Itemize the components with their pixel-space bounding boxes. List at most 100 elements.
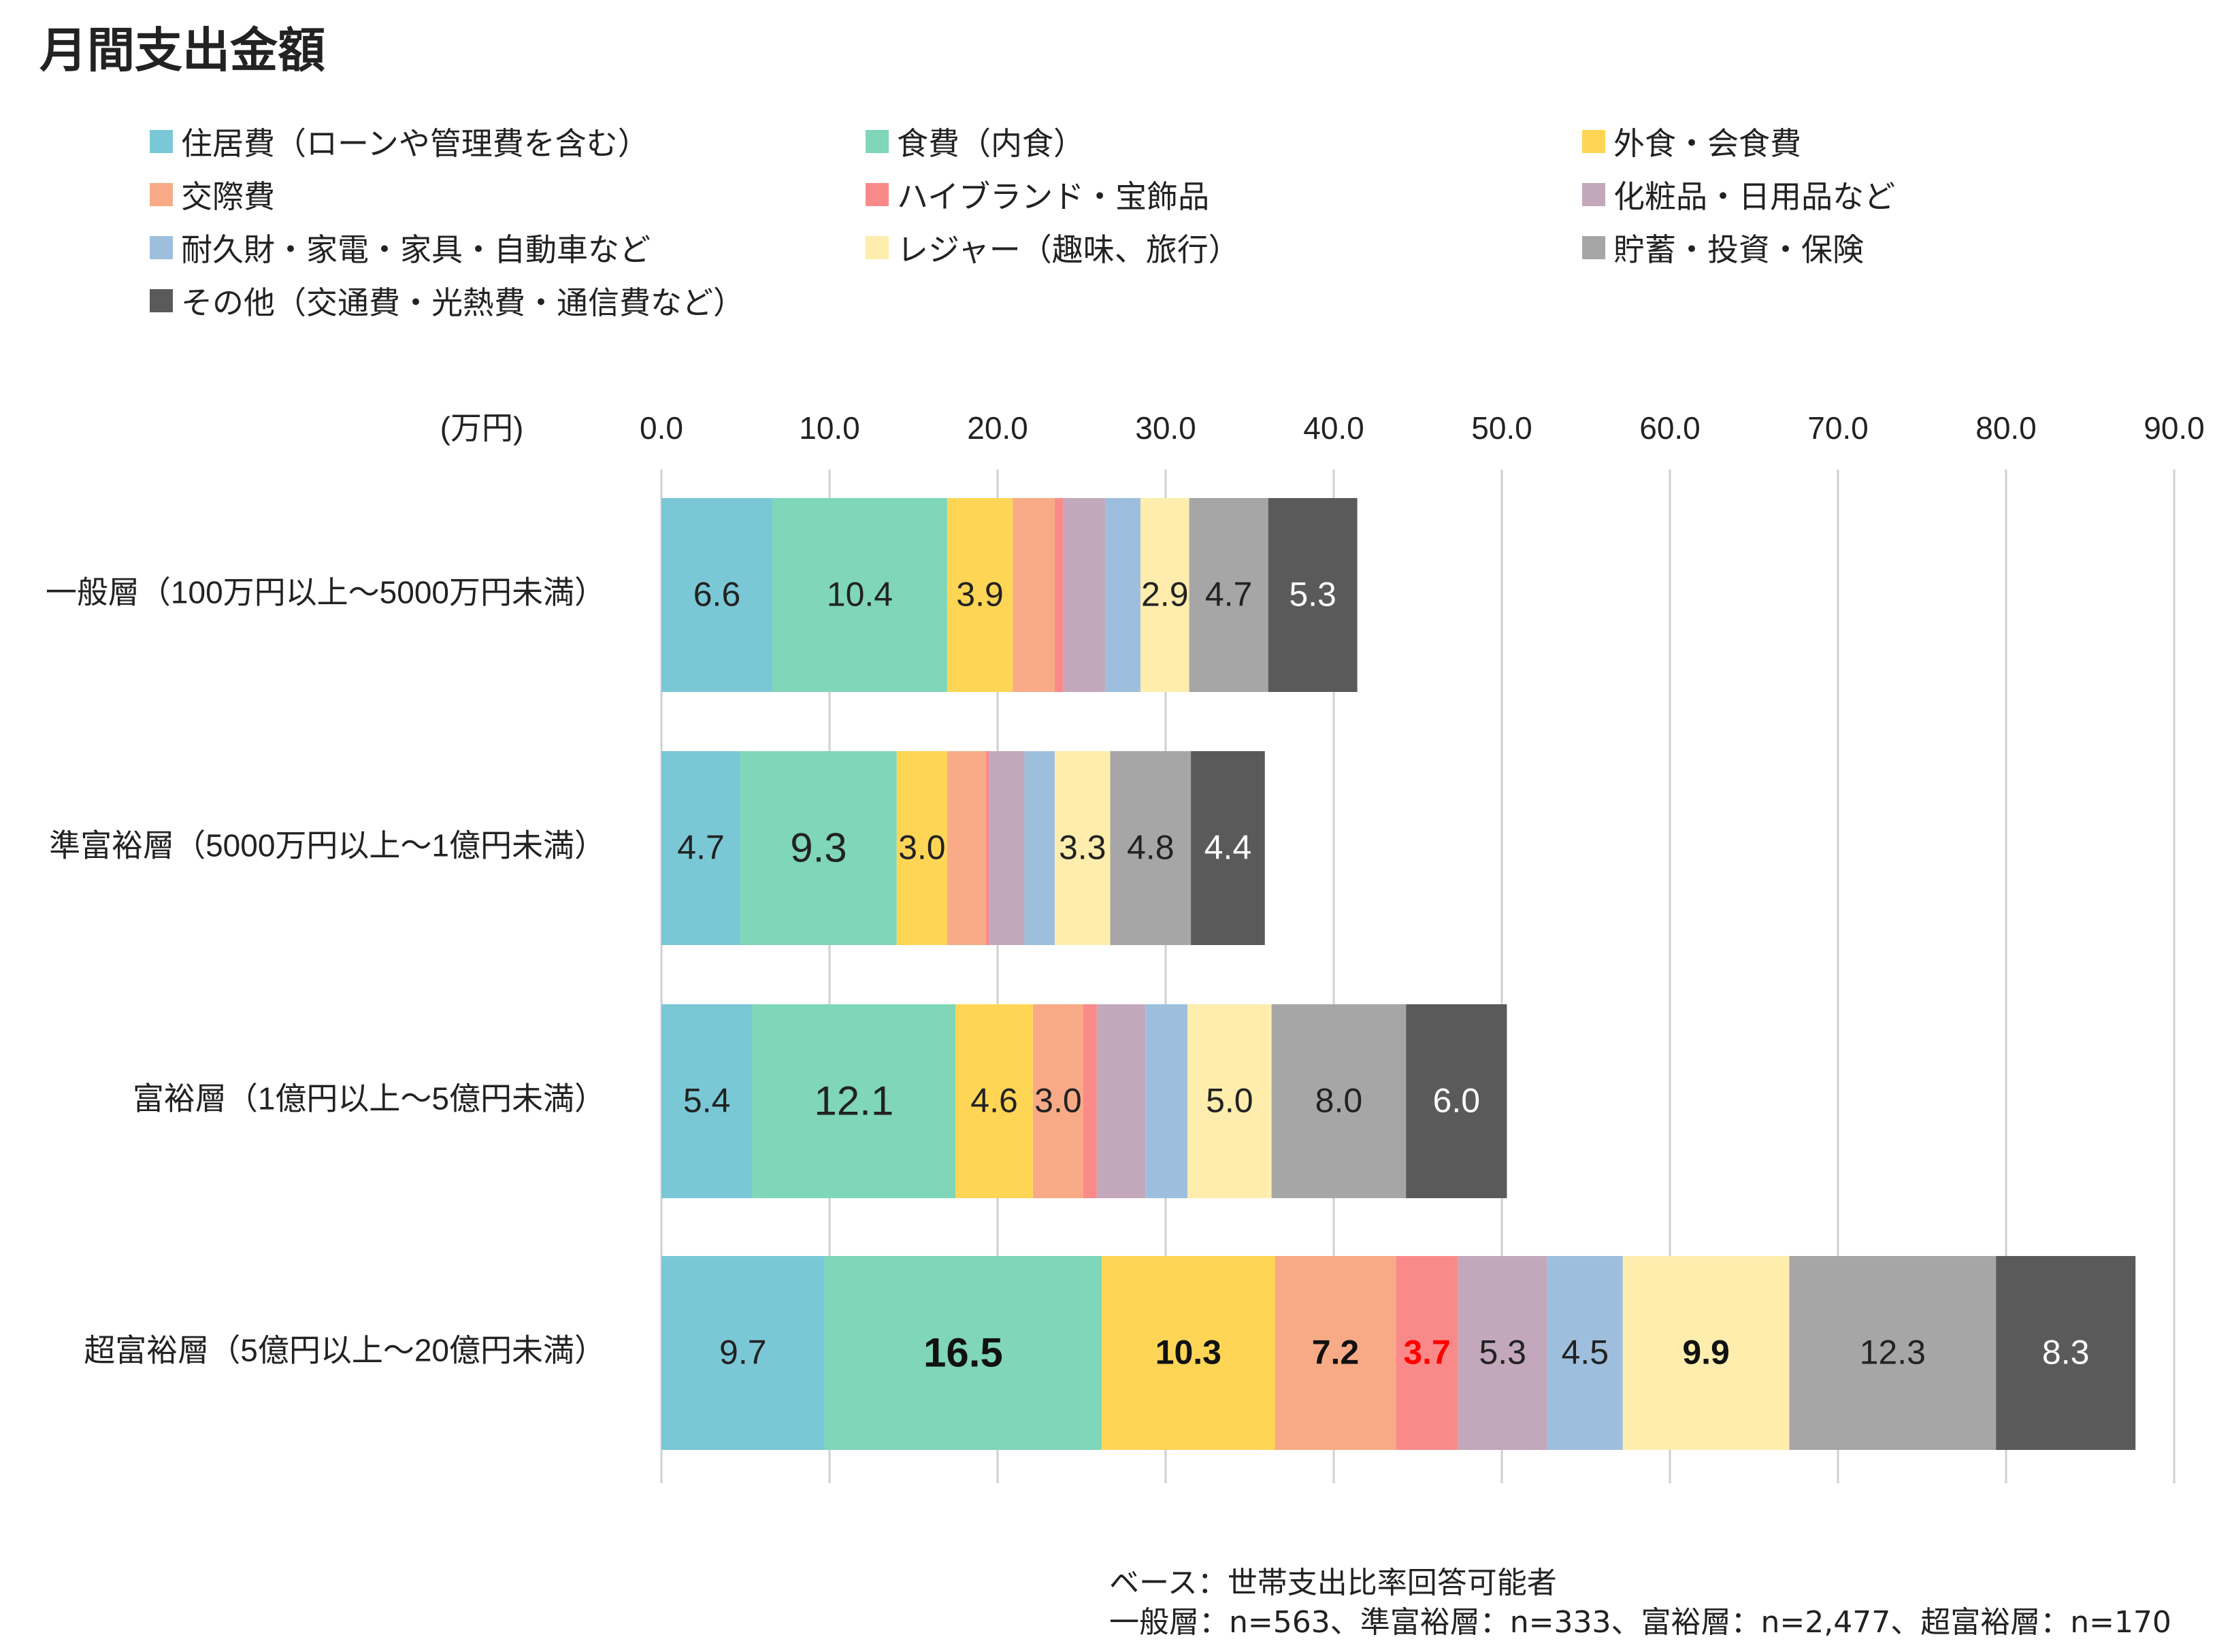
bar-segment xyxy=(1406,1004,1507,1198)
bar-segment xyxy=(1396,1256,1458,1450)
x-tick-label: 10.0 xyxy=(799,410,860,446)
data-label: 3.0 xyxy=(898,829,946,867)
data-label: 3.0 xyxy=(1034,1082,1082,1120)
data-label: 3.9 xyxy=(956,576,1004,614)
bar-segment xyxy=(1189,498,1268,692)
bar-segment xyxy=(1063,498,1106,692)
legend-swatch xyxy=(866,183,889,206)
x-tick-label: 0.0 xyxy=(640,410,683,446)
x-tick-label: 30.0 xyxy=(1135,410,1196,446)
x-tick-label: 40.0 xyxy=(1303,410,1364,446)
data-label: 9.9 xyxy=(1682,1334,1730,1372)
chart-title: 月間支出金額 xyxy=(39,22,325,78)
data-label: 12.1 xyxy=(814,1078,893,1124)
legend-label: ハイブランド・宝飾品 xyxy=(897,178,1210,215)
legend-swatch xyxy=(150,130,173,153)
bar-segment xyxy=(1191,751,1265,945)
bar-segment xyxy=(1275,1256,1396,1450)
x-tick-label: 50.0 xyxy=(1471,410,1532,446)
data-label: 2.9 xyxy=(1141,576,1189,614)
bar-segment xyxy=(661,1256,825,1450)
data-label: 4.8 xyxy=(1127,829,1175,867)
bar-segment xyxy=(1271,1004,1407,1198)
x-tick-label: 20.0 xyxy=(967,410,1028,446)
data-label: 5.4 xyxy=(683,1082,731,1120)
bar-segment xyxy=(1622,1256,1790,1450)
legend-swatch xyxy=(866,130,889,153)
legend-item: 食費（内食） xyxy=(866,121,1085,162)
data-label: 4.7 xyxy=(677,829,725,867)
legend-item: 貯蓄・投資・保険 xyxy=(1582,227,1864,268)
bar-segment xyxy=(1789,1256,1997,1450)
data-label: 10.4 xyxy=(827,576,893,614)
category-label: 富裕層（1億円以上～5億円未満） xyxy=(133,1081,606,1117)
bar-segment xyxy=(1102,1256,1275,1450)
legend-label: 耐久財・家電・家具・自動車など xyxy=(181,231,651,268)
bar-segment xyxy=(955,1004,1033,1198)
bar-segment xyxy=(1140,498,1189,692)
bar-segment xyxy=(947,498,1013,692)
legend-item: ハイブランド・宝飾品 xyxy=(866,174,1209,215)
category-label: 超富裕層（5億円以上～20億円未満） xyxy=(84,1333,606,1368)
x-tick-label: 90.0 xyxy=(2144,410,2205,446)
legend-label: レジャー（趣味、旅行） xyxy=(897,231,1240,268)
legend-label: 交際費 xyxy=(181,178,275,215)
data-label: 12.3 xyxy=(1860,1334,1926,1372)
x-tick-label: 60.0 xyxy=(1639,410,1701,446)
bar-segment xyxy=(1024,751,1055,945)
bar-segment xyxy=(1268,498,1358,692)
bar-segment xyxy=(661,751,741,945)
bar-segment xyxy=(1145,1004,1188,1198)
x-tick-label: 80.0 xyxy=(1975,410,2037,446)
bar-segment xyxy=(1032,1004,1083,1198)
data-label: 8.0 xyxy=(1315,1082,1363,1120)
legend-swatch xyxy=(1582,236,1605,259)
unit-label: (万円) xyxy=(440,410,524,446)
data-label: 5.3 xyxy=(1479,1334,1526,1372)
legend-item: 交際費 xyxy=(150,174,275,215)
legend-label: 食費（内食） xyxy=(897,125,1085,162)
data-label: 6.0 xyxy=(1433,1082,1481,1120)
legend-swatch xyxy=(1582,130,1605,153)
legend-label: 貯蓄・投資・保険 xyxy=(1613,231,1864,268)
data-label: 9.3 xyxy=(790,825,847,871)
bar-segment xyxy=(752,1004,956,1198)
bar-segment xyxy=(772,498,947,692)
legend-label: 化粧品・日用品など xyxy=(1613,178,1895,215)
data-label: 4.7 xyxy=(1205,576,1253,614)
legend-item: レジャー（趣味、旅行） xyxy=(866,227,1240,268)
bar-segment xyxy=(947,751,986,945)
legend-swatch xyxy=(1582,183,1605,206)
legend-swatch xyxy=(150,183,173,206)
data-label: 4.6 xyxy=(970,1082,1018,1120)
data-label: 6.6 xyxy=(693,576,741,614)
bar-segment xyxy=(896,751,947,945)
bar-segment xyxy=(1013,498,1055,692)
legend-item: 外食・会食費 xyxy=(1582,121,1801,162)
data-label: 9.7 xyxy=(719,1334,767,1372)
data-label: 4.4 xyxy=(1204,829,1252,867)
legend-label: 外食・会食費 xyxy=(1613,125,1801,162)
base-note: ベース：世帯支出比率回答可能者 xyxy=(1109,1566,1557,1600)
bar-segment xyxy=(1110,751,1192,945)
legend-swatch xyxy=(866,236,889,259)
sample-size-note: 一般層：n=563、準富裕層：n=333、富裕層：n=2,477、超富裕層：n=… xyxy=(1109,1605,2171,1640)
bar-segment xyxy=(1096,1004,1146,1198)
legend-item: 住居費（ローンや管理費を含む） xyxy=(150,121,649,162)
legend-swatch xyxy=(150,289,173,312)
data-label: 16.5 xyxy=(923,1330,1003,1376)
legend-label: その他（交通費・光熱費・通信費など） xyxy=(181,284,744,321)
bar-segment xyxy=(1187,1004,1272,1198)
data-label: 10.3 xyxy=(1155,1334,1221,1372)
legend-item: 化粧品・日用品など xyxy=(1582,174,1895,215)
data-label: 8.3 xyxy=(2042,1334,2090,1372)
legend-label: 住居費（ローンや管理費を含む） xyxy=(181,125,649,162)
bar-segment xyxy=(1458,1256,1547,1450)
bar-segment xyxy=(824,1256,1102,1450)
data-label: 5.0 xyxy=(1206,1082,1253,1120)
bar-segment xyxy=(1054,751,1111,945)
data-label: 4.5 xyxy=(1562,1334,1609,1372)
category-label: 準富裕層（5000万円以上～1億円未満） xyxy=(49,828,606,863)
bar-segment xyxy=(740,751,897,945)
